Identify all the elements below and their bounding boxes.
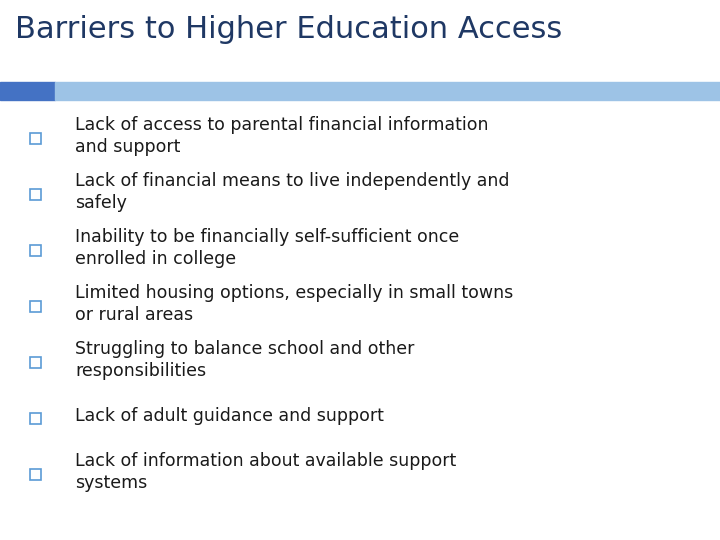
Text: Inability to be financially self-sufficient once
enrolled in college: Inability to be financially self-suffici… [75,227,459,268]
Text: Limited housing options, especially in small towns
or rural areas: Limited housing options, especially in s… [75,284,513,325]
Text: Lack of information about available support
systems: Lack of information about available supp… [75,451,456,492]
Bar [30,356,40,368]
Bar [30,245,40,255]
Bar [30,132,40,144]
Text: Barriers to Higher Education Access: Barriers to Higher Education Access [15,15,562,44]
Bar [30,469,40,480]
Bar [30,188,40,199]
Bar [55,82,720,100]
Text: Lack of financial means to live independently and
safely: Lack of financial means to live independ… [75,172,510,212]
Text: Lack of access to parental financial information
and support: Lack of access to parental financial inf… [75,116,488,157]
Bar [30,413,40,423]
Bar [0,82,55,100]
Bar [30,300,40,312]
Text: Struggling to balance school and other
responsibilities: Struggling to balance school and other r… [75,340,415,381]
Text: Lack of adult guidance and support: Lack of adult guidance and support [75,407,384,425]
